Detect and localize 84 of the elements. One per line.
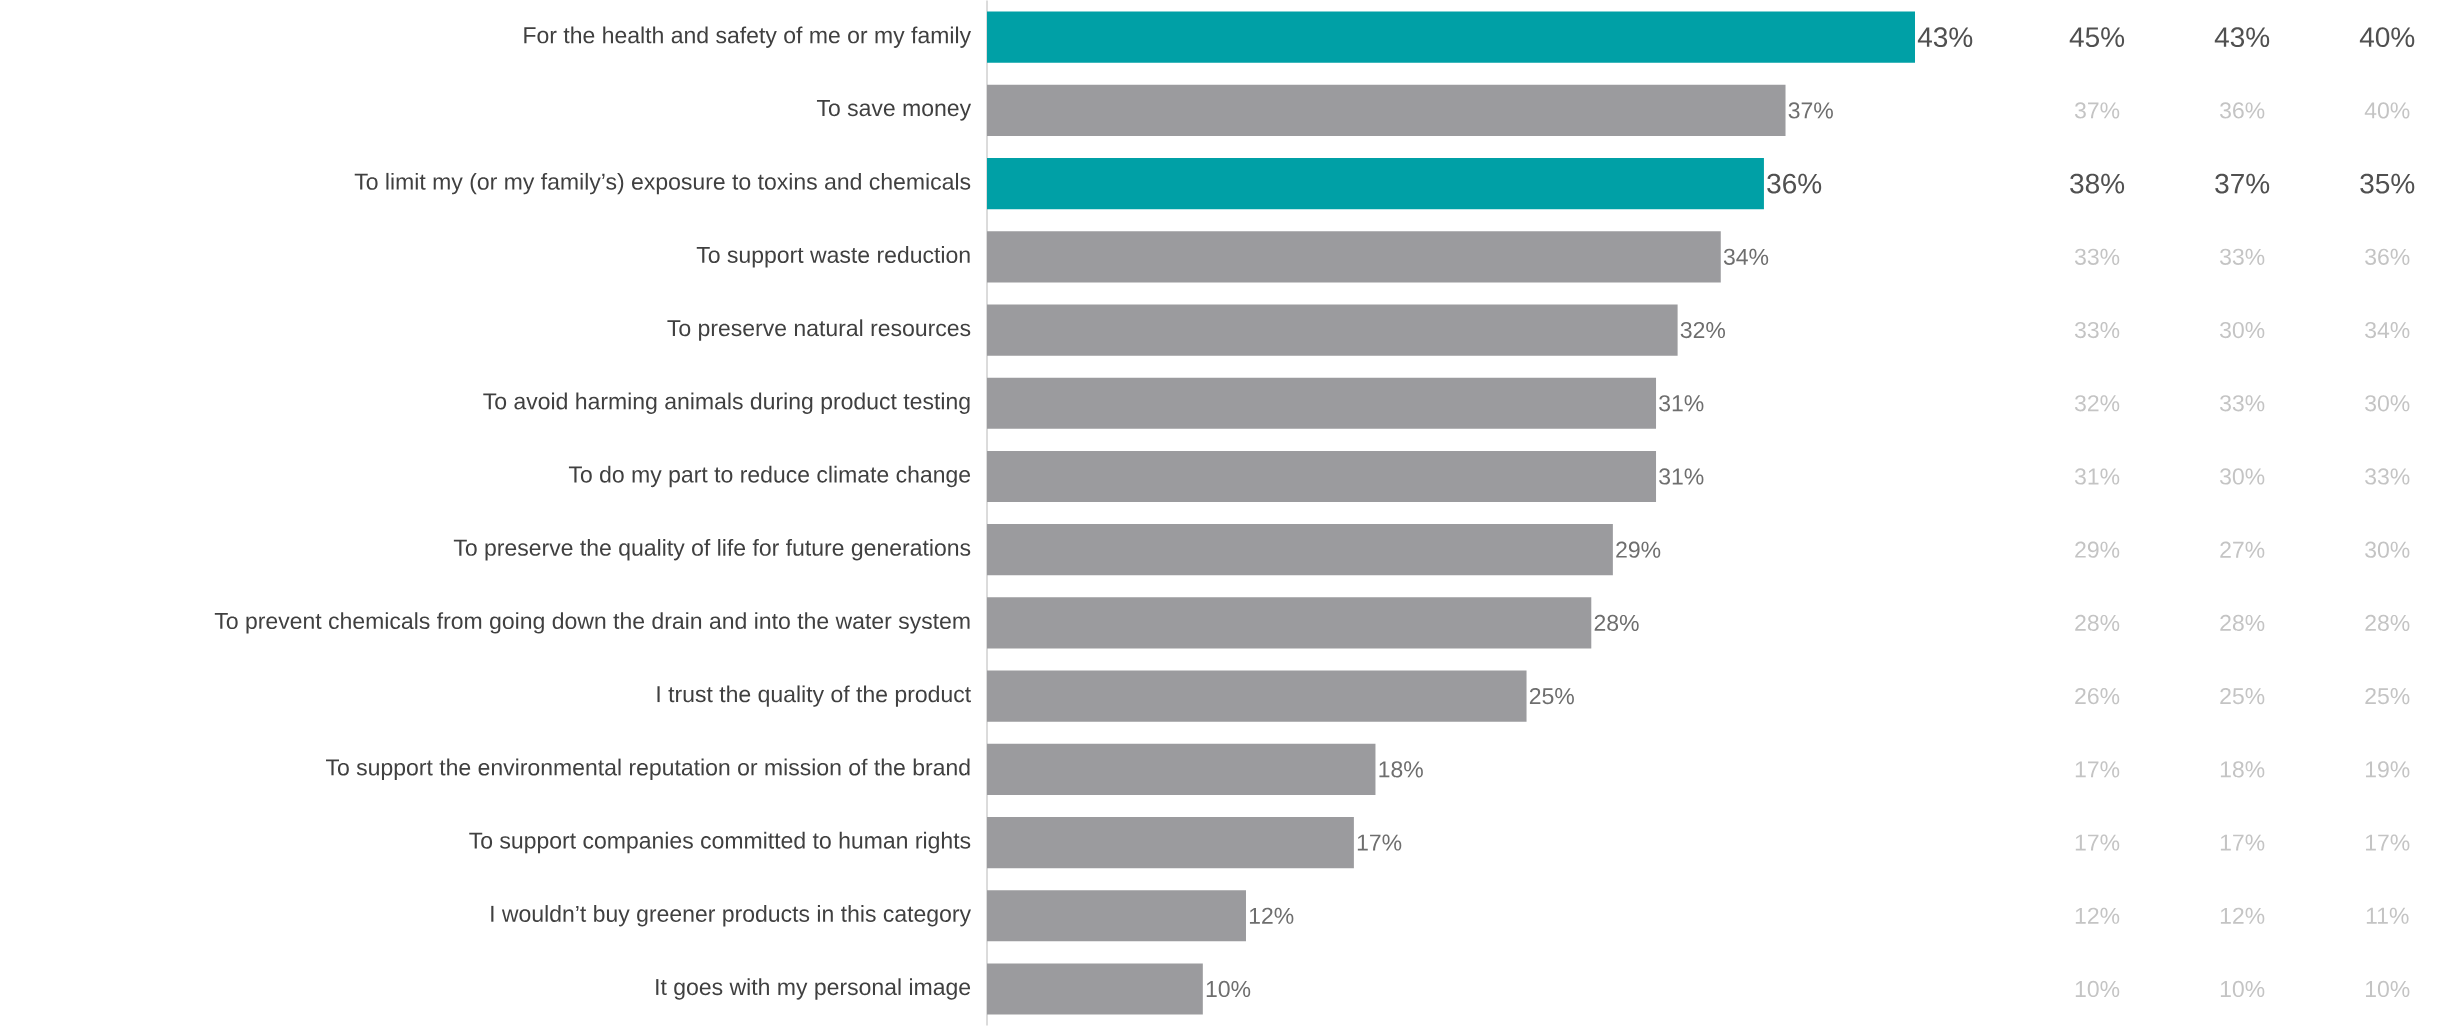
text: 26% (2075, 687, 2120, 705)
y-tick-label: To avoid harming animals during product testing (483, 392, 970, 414)
data-label: 12% (1249, 907, 1294, 924)
text: 28% (2365, 614, 2410, 631)
text: 36% (2220, 102, 2265, 119)
text: 38% (2070, 173, 2125, 194)
data-label: 29% (1616, 541, 1661, 558)
bar (987, 963, 1203, 1015)
bar (987, 597, 1592, 649)
y-tick-label: To save money (816, 100, 972, 121)
text: 37% (2074, 102, 2120, 119)
bar (987, 670, 1527, 722)
text: 10% (2075, 980, 2120, 998)
text: 34% (2365, 321, 2410, 339)
data-label: 17% (1357, 834, 1402, 851)
text: 30% (2365, 541, 2410, 558)
text: 11% (2366, 907, 2409, 924)
data-label: 36% (1767, 173, 1822, 194)
text: 12% (2075, 907, 2120, 924)
y-tick-label: To do my part to reduce climate change (568, 465, 971, 488)
text: 27% (2220, 541, 2265, 558)
bar (987, 231, 1721, 283)
text: 17% (2220, 834, 2265, 851)
text: 28% (2075, 614, 2120, 631)
bar (987, 743, 1376, 795)
text: 33% (2074, 321, 2120, 339)
y-tick-label: To support waste reduction (696, 246, 970, 268)
text: 33% (2220, 395, 2265, 412)
text: 33% (2074, 248, 2120, 265)
data-label: 32% (1680, 321, 1726, 339)
text: 17% (2365, 834, 2410, 851)
text: 45% (2069, 27, 2125, 47)
data-label: 10% (1206, 980, 1251, 998)
data-label: 31% (1659, 468, 1704, 485)
text: 33% (2365, 468, 2410, 485)
text: 25% (2220, 687, 2265, 705)
text: 37% (2215, 173, 2270, 194)
text: 25% (2365, 687, 2410, 705)
bar (987, 84, 1786, 136)
text: 19% (2365, 761, 2410, 778)
data-label: 25% (1529, 687, 1574, 705)
text: 30% (2365, 395, 2410, 412)
text: 30% (2220, 468, 2265, 485)
bar (987, 816, 1354, 869)
y-tick-label: For the health and safety of me or my family (524, 26, 972, 48)
text: 17% (2075, 761, 2120, 778)
text: 40% (2359, 27, 2415, 48)
text: 40% (2364, 102, 2410, 119)
data-label: 43% (1917, 27, 1973, 48)
y-tick-label: It goes with my personal image (656, 978, 971, 1000)
text: 29% (2075, 541, 2120, 558)
bar (987, 157, 1764, 210)
text: 30% (2220, 321, 2265, 339)
y-tick-label: To prevent chemicals from going down the drain and into the water system (214, 612, 970, 634)
text: 35% (2360, 173, 2415, 194)
data-label: 28% (1594, 614, 1639, 631)
y-tick-label: To limit my (or my family’s) exposure to toxins and chemicals (354, 172, 971, 195)
data-label: 18% (1379, 761, 1423, 778)
bar (987, 304, 1678, 356)
bar (987, 11, 1916, 63)
data-label: 34% (1723, 248, 1769, 265)
text: 10% (2365, 980, 2410, 998)
text: 36% (2365, 248, 2410, 265)
y-tick-label: To support the environmental reputation or mission of the brand (326, 758, 970, 780)
text: 32% (2074, 395, 2120, 412)
text: 31% (2074, 468, 2120, 485)
text: 10% (2220, 980, 2265, 998)
text: 18% (2220, 761, 2265, 778)
y-tick-label: To preserve the quality of life for future generations (453, 538, 971, 561)
text: 12% (2220, 907, 2265, 924)
text: 28% (2220, 614, 2265, 631)
bar (987, 450, 1657, 503)
data-label: 37% (1788, 102, 1833, 119)
y-tick-label: To support companies committed to human rights (469, 831, 971, 854)
data-label: 31% (1659, 395, 1704, 412)
bar (987, 890, 1246, 942)
text: 43% (2214, 27, 2270, 48)
y-tick-label: I wouldn’t buy greener products in this category (491, 904, 971, 927)
y-tick-label: I trust the quality of the product (657, 685, 971, 707)
text: 33% (2220, 248, 2265, 265)
bar (987, 377, 1657, 429)
text: 17% (2075, 834, 2120, 851)
y-tick-label: To preserve natural resources (667, 319, 971, 341)
bar (987, 524, 1613, 576)
